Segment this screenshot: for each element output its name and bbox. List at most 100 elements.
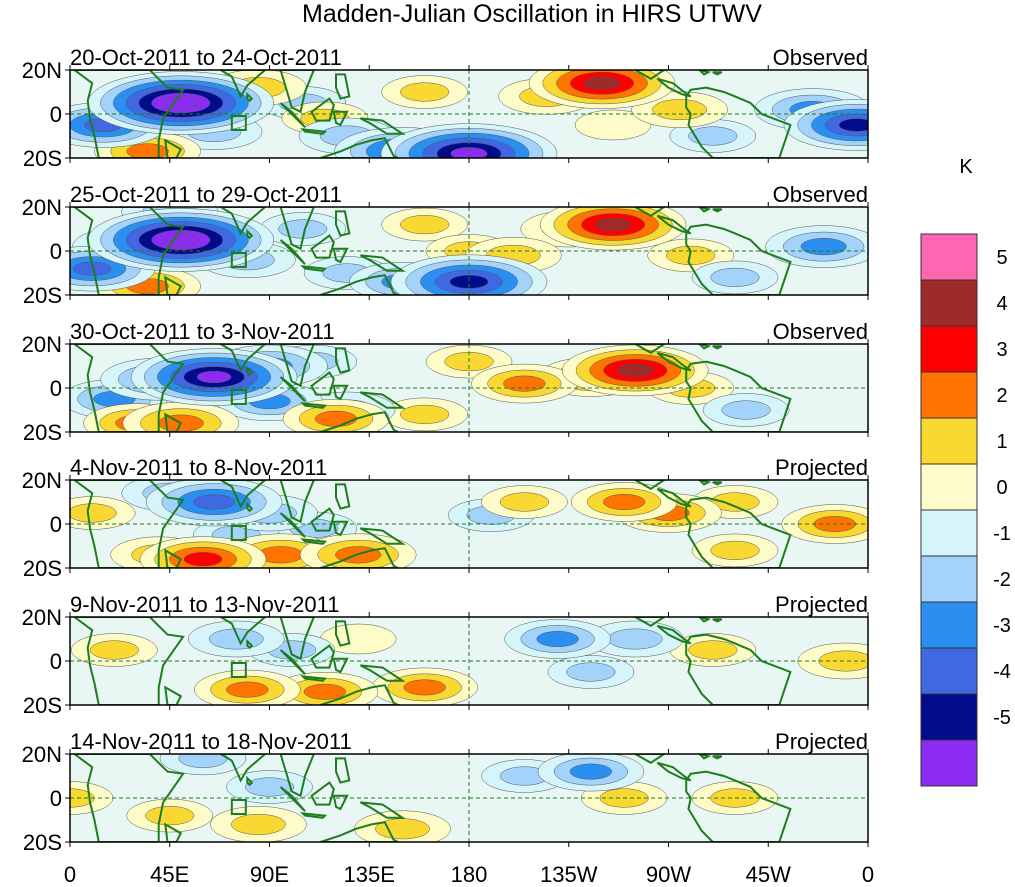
coastline — [310, 781, 335, 806]
x-tick-label: 0 — [862, 862, 874, 887]
anomaly-contour — [710, 267, 760, 287]
colorbar-label: 4 — [996, 293, 1007, 315]
y-tick-label: 20S — [23, 830, 62, 855]
anomaly-contour — [536, 631, 579, 647]
x-axis: 0 45E 90E 135E 180 135W 90W 45W 0 — [64, 862, 874, 887]
anomaly-contour — [244, 777, 295, 797]
anomaly-contour — [583, 76, 621, 90]
coastline — [685, 86, 792, 158]
colorbar-unit: K — [959, 156, 973, 178]
anomaly-contour — [400, 215, 450, 235]
coastline — [656, 624, 692, 645]
coastline — [218, 207, 267, 236]
figure-title: Madden-Julian Oscillation in HIRS UTWV — [302, 0, 762, 28]
coastline — [246, 638, 254, 650]
anomaly-contour — [800, 238, 847, 256]
colorbar-label: -5 — [993, 707, 1011, 729]
panel-2: 20N 0 20S 25-Oct-2011 to 29-Oct-2011 Observe… — [22, 182, 869, 308]
anomaly-contour — [400, 82, 450, 102]
panel-status: Projected — [775, 592, 868, 617]
coastline — [335, 620, 351, 647]
anomaly-contour — [688, 640, 738, 660]
coastline — [310, 371, 335, 396]
y-tick-label: 0 — [50, 239, 62, 264]
coastline — [633, 617, 666, 627]
panel-status: Projected — [775, 455, 868, 480]
panel-period: 30-Oct-2011 to 3-Nov-2011 — [70, 319, 335, 344]
x-tick-label: 0 — [64, 862, 76, 887]
coastline — [218, 344, 267, 373]
coastline — [279, 480, 315, 524]
coastline — [332, 110, 349, 127]
coastline — [279, 754, 315, 798]
coastline — [164, 275, 183, 295]
coastline — [218, 480, 267, 509]
coastline — [246, 775, 254, 787]
colorbar-swatch — [920, 463, 978, 511]
coastline — [246, 365, 254, 377]
y-tick-label: 20N — [22, 195, 62, 220]
colorbar-label: -3 — [993, 615, 1011, 637]
coastline — [279, 786, 306, 812]
coastline — [279, 649, 306, 675]
y-tick-label: 20S — [23, 556, 62, 581]
colorbar-label: 0 — [996, 477, 1007, 499]
panel-4: 20N 0 20S 4-Nov-2011 to 8-Nov-2011 Projected — [22, 455, 869, 581]
coastline — [300, 128, 328, 135]
coastline — [698, 344, 712, 350]
colorbar-swatch — [920, 371, 978, 419]
coastline — [335, 757, 351, 784]
region-box — [230, 389, 247, 405]
anomaly-contour — [70, 503, 117, 523]
coastline — [72, 70, 185, 158]
anomaly-contour — [163, 97, 198, 109]
colorbar-label: -4 — [993, 661, 1011, 683]
coastline — [332, 247, 349, 264]
coastline — [656, 487, 692, 508]
coastline — [685, 360, 792, 432]
colorbar-swatch — [920, 325, 978, 373]
y-tick-label: 20S — [23, 146, 62, 171]
anomaly-contour — [126, 143, 169, 158]
coastline — [633, 480, 666, 490]
coastline — [633, 754, 666, 764]
y-tick-label: 20N — [22, 468, 62, 493]
anomaly-contour — [603, 494, 646, 510]
coastline — [359, 117, 406, 135]
x-tick-label: 90W — [646, 862, 691, 887]
coastline — [164, 685, 183, 705]
coastline — [685, 223, 792, 295]
anomaly-contour — [617, 363, 654, 377]
anomaly-contour — [710, 540, 760, 560]
colorbar-swatch — [920, 601, 978, 649]
coastline — [359, 664, 406, 682]
region-box — [230, 662, 247, 678]
region-box — [230, 115, 247, 131]
coastline — [72, 480, 185, 568]
anomaly-contour — [163, 234, 198, 246]
anomaly-contour — [303, 683, 347, 700]
anomaly-contour — [145, 806, 195, 826]
y-tick-label: 0 — [50, 512, 62, 537]
colorbar-label: -2 — [993, 569, 1011, 591]
coastline — [335, 73, 351, 100]
coastline — [310, 644, 335, 669]
coastline — [332, 520, 349, 537]
panel-6: 20N 0 20S 14-Nov-2011 to 18-Nov-2011 Project… — [22, 729, 869, 855]
coastline — [656, 761, 692, 782]
anomaly-contour — [226, 681, 269, 698]
anomaly-contour — [838, 118, 868, 132]
coastline — [300, 675, 328, 682]
region-box — [230, 252, 247, 268]
coastline — [300, 538, 328, 545]
coastline — [698, 480, 712, 486]
x-tick-label: 90E — [250, 862, 289, 887]
coastline — [712, 755, 723, 760]
anomaly-contour — [231, 813, 286, 835]
coastline — [279, 102, 306, 128]
coastline — [246, 501, 254, 513]
coastline — [164, 138, 183, 158]
coastline — [310, 97, 335, 122]
coastline — [310, 507, 335, 532]
